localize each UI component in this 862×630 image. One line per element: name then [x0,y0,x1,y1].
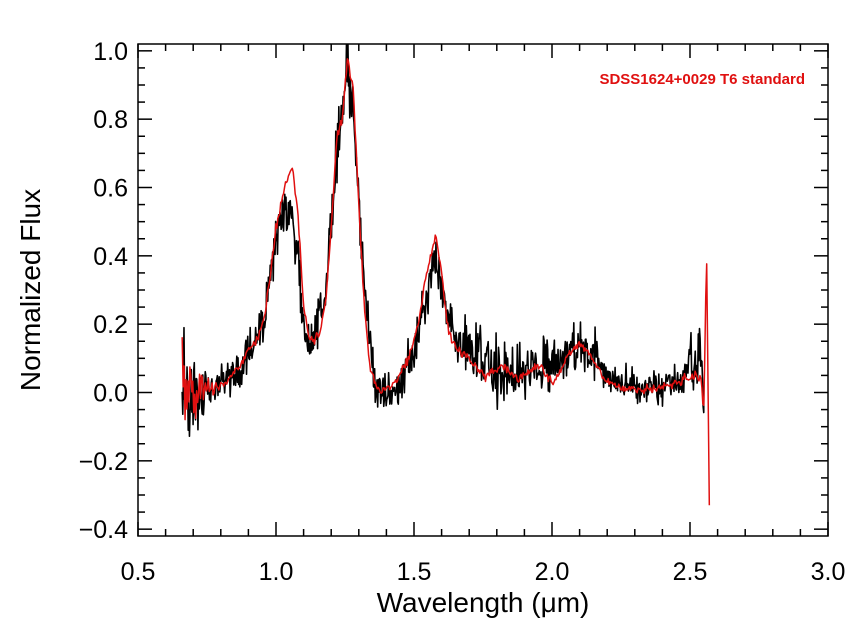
y-tick-label: −0.4 [79,516,128,544]
plot-frame [137,43,829,537]
x-tick-label: 2.5 [673,558,708,586]
y-tick-label: −0.2 [79,448,128,476]
x-tick-label: 1.5 [397,558,432,586]
x-tick-label: 1.0 [259,558,294,586]
y-tick-label: 0.8 [93,106,128,134]
x-axis-title: Wavelength (μm) [377,587,590,618]
x-tick-label: 3.0 [811,558,846,586]
ticks-layer: 0.5 1.0 1.5 2.0 2.5 3.0 −0.4 −0.2 0.0 0.2 0.4 0.6 0.… [79,38,846,586]
y-axis-title: Normalized Flux [15,189,46,391]
y-tick-label: 0.6 [93,175,128,203]
y-tick-label: 0.0 [93,380,128,408]
series-line-standard [181,58,711,506]
x-tick-label: 2.0 [535,558,570,586]
series-layer [181,44,711,506]
y-tick-label: 1.0 [93,38,128,66]
legend-label: SDSS1624+0029 T6 standard [599,71,805,88]
series-line-observed [181,44,705,437]
y-tick-label: 0.2 [93,311,128,339]
x-tick-label: 0.5 [121,558,156,586]
y-tick-label: 0.4 [93,243,128,271]
